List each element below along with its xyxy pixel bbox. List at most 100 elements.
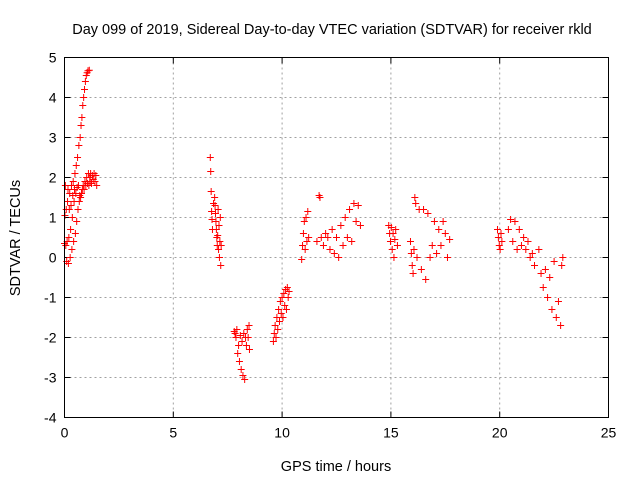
data-point [541,266,549,273]
y-tick-label: 5 [49,50,57,66]
x-tick-label: 5 [169,425,177,441]
data-point [275,318,283,325]
data-point [215,246,223,253]
data-point [303,238,311,245]
data-point [93,182,101,189]
data-point [78,114,86,121]
data-point [215,254,223,261]
data-point [77,194,85,201]
data-point [389,230,397,237]
data-point [68,246,76,253]
data-point [441,230,449,237]
data-point [85,66,93,74]
data-point [558,262,566,269]
data-point [280,290,288,297]
data-point [275,306,283,313]
data-point [74,206,82,213]
x-tick-label: 25 [601,425,617,441]
data-point [300,218,308,225]
data-point [232,334,240,341]
data-point [339,242,347,249]
data-point [285,288,293,295]
data-point [520,234,528,241]
data-point [76,134,84,141]
data-point [504,226,512,233]
data-point [274,326,282,333]
data-point [517,242,525,249]
x-tick-label: 15 [383,425,399,441]
data-point [511,218,519,225]
data-point [67,202,75,209]
data-point [64,186,72,193]
data-point [77,190,85,197]
data-point [235,358,243,365]
data-point [509,238,517,245]
data-point [243,326,251,333]
data-point [91,178,99,185]
y-axis-label: SDTVAR / TECUs [8,180,24,296]
data-point [73,218,81,225]
data-point [302,214,310,221]
data-point [548,306,556,313]
data-point [206,154,214,161]
chart-title: Day 099 of 2019, Sidereal Day-to-day VTE… [72,22,592,38]
data-point [443,254,451,261]
data-point [92,172,100,179]
data-point [80,186,88,193]
data-point [526,254,534,261]
data-point [393,242,401,249]
data-points [61,66,567,383]
data-point [237,366,245,373]
data-point [212,210,220,217]
data-point [68,214,76,221]
y-tick-label: 4 [49,90,57,106]
data-point [387,224,395,231]
data-point [238,338,246,345]
data-point [242,342,250,349]
data-point [524,238,532,245]
data-point [537,270,545,277]
data-point [80,94,88,101]
y-tick-label: -1 [44,290,57,306]
data-point [211,194,219,201]
data-point [305,234,313,241]
data-point [64,198,72,205]
y-tick-label: 1 [49,210,57,226]
data-point [446,236,454,243]
data-point [513,246,521,253]
data-point [313,238,321,245]
data-point [241,376,249,383]
data-point [75,198,83,205]
data-point [66,254,74,261]
y-tick-label: 3 [49,130,57,146]
data-point [326,246,334,253]
data-point [328,226,336,233]
plot-frame [64,57,609,418]
data-point [81,86,89,93]
data-point [494,226,502,233]
y-tick-labels: -4 -3 -2 -1 0 1 2 3 4 5 [44,50,57,426]
data-point [72,162,80,169]
data-point [392,226,400,233]
data-point [67,182,75,189]
data-point [337,222,345,229]
data-point [70,238,78,245]
data-point [435,226,443,233]
data-point [544,294,552,301]
data-point [75,142,83,149]
data-point [422,276,430,283]
data-point [350,200,358,207]
data-point [272,334,280,341]
data-point [346,206,354,213]
data-point [271,322,279,329]
data-point [239,372,247,379]
data-point [410,246,418,253]
data-point [496,246,504,253]
data-point [413,254,421,261]
data-point [515,226,523,233]
data-point [430,218,438,225]
data-point [407,250,415,257]
data-point [333,234,340,241]
data-point [217,262,225,269]
